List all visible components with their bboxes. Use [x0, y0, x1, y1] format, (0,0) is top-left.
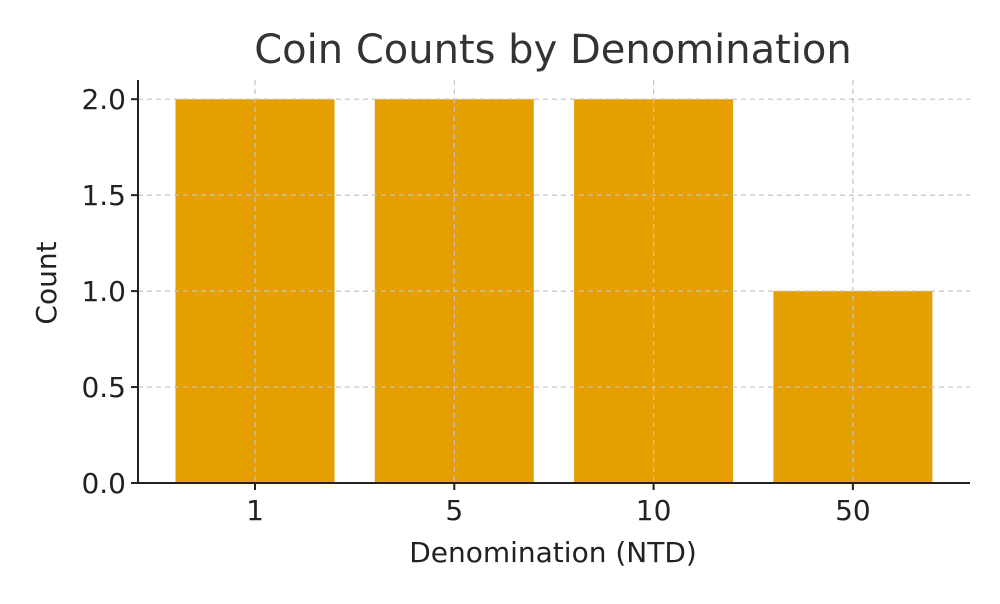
y-tick-label: 1.0: [81, 275, 126, 308]
y-tick-label: 1.5: [81, 179, 126, 212]
x-tick-label: 5: [445, 494, 463, 527]
chart-title: Coin Counts by Denomination: [254, 27, 852, 73]
ticks-layer: 0.0 0.5 1.0 1.5 2.0 1 5 10 50: [81, 83, 870, 527]
x-tick-label: 50: [835, 494, 871, 527]
y-axis-label: Count: [30, 241, 63, 324]
x-tick-label: 1: [246, 494, 264, 527]
y-tick-label: 2.0: [81, 83, 126, 116]
y-tick-label: 0.0: [81, 467, 126, 500]
axes-layer: [137, 80, 970, 484]
y-tick-label: 0.5: [81, 371, 126, 404]
grid-layer: [138, 80, 970, 483]
x-tick-label: 10: [636, 494, 672, 527]
x-axis-label: Denomination (NTD): [409, 536, 697, 569]
